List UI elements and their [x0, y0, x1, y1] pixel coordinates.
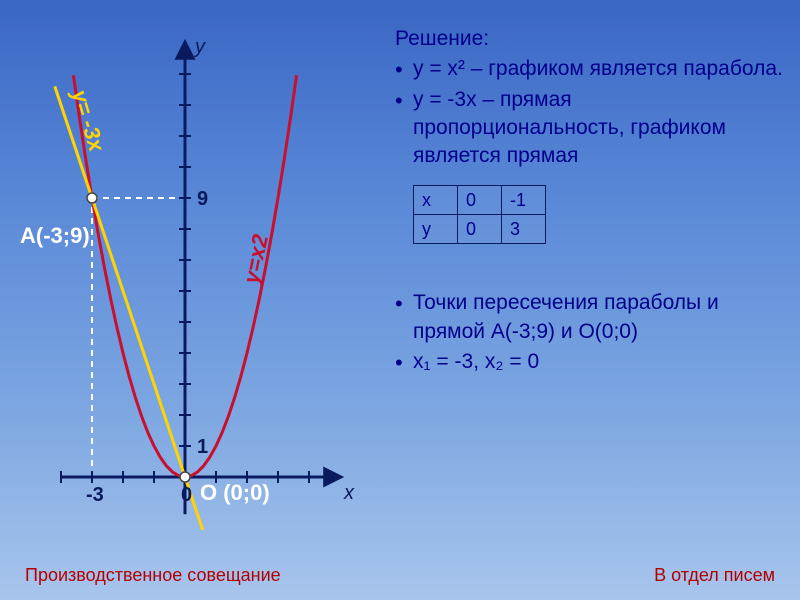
- bullet-intersections: Точки пересечения параболы и прямой A(-3…: [395, 289, 785, 346]
- bullet-parabola: y = x² – графиком является парабола.: [395, 55, 785, 83]
- xy-table: x 0 -1 y 0 3: [413, 185, 546, 245]
- svg-text:0: 0: [181, 484, 192, 506]
- solution-heading: Решение:: [395, 25, 785, 53]
- table-cell: 3: [502, 215, 546, 244]
- chart-svg: 0-319xyy=x2y= -3x: [20, 30, 370, 530]
- table-cell: x: [414, 185, 458, 214]
- bullets-top: y = x² – графиком является парабола. y =…: [395, 55, 785, 170]
- bullet-line: y = -3x – прямая пропорциональность, гра…: [395, 86, 785, 171]
- svg-text:x: x: [343, 482, 355, 504]
- point-o-name: O: [200, 480, 223, 505]
- point-label-a: A(-3;9): [20, 223, 90, 249]
- bullet-roots: x₁ = -3, x₂ = 0: [395, 348, 785, 376]
- table-cell: 0: [458, 215, 502, 244]
- point-o-coords: (0;0): [223, 480, 269, 505]
- table-cell: -1: [502, 185, 546, 214]
- bullets-bottom: Точки пересечения параболы и прямой A(-3…: [395, 289, 785, 376]
- table-row: y 0 3: [414, 215, 546, 244]
- svg-text:y=x2: y=x2: [238, 231, 273, 286]
- table-row: x 0 -1: [414, 185, 546, 214]
- footer-right: В отдел писем: [654, 565, 775, 586]
- chart-area: 0-319xyy=x2y= -3x A(-3;9) O (0;0): [20, 30, 370, 530]
- svg-text:y: y: [193, 36, 206, 58]
- svg-text:1: 1: [197, 436, 208, 458]
- svg-text:9: 9: [197, 188, 208, 210]
- point-label-o: O (0;0): [200, 480, 270, 506]
- footer-left: Производственное совещание: [25, 565, 281, 586]
- svg-text:-3: -3: [86, 484, 104, 506]
- footer: Производственное совещание В отдел писем: [0, 565, 800, 586]
- point-a-name: A: [20, 223, 36, 248]
- solution-text: Решение: y = x² – графиком является пара…: [395, 25, 785, 378]
- table-cell: 0: [458, 185, 502, 214]
- table-cell: y: [414, 215, 458, 244]
- point-a-coords: (-3;9): [36, 223, 90, 248]
